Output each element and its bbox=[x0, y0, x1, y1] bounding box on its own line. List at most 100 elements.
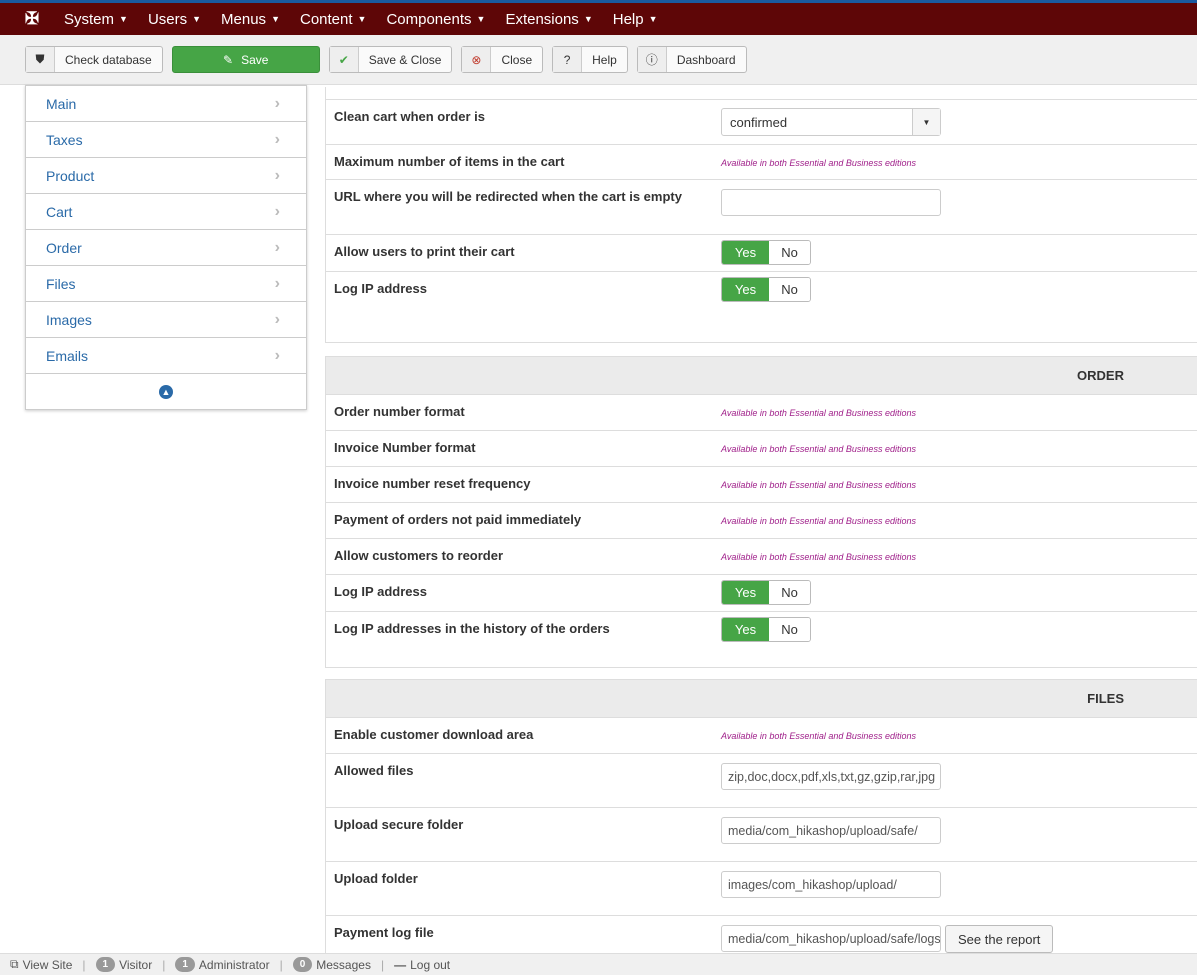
menu-content[interactable]: Content ▼ bbox=[300, 11, 366, 28]
joomla-logo-icon[interactable]: ✠ bbox=[24, 9, 40, 28]
menu-menus[interactable]: Menus ▼ bbox=[221, 11, 280, 28]
caret-down-icon: ▼ bbox=[271, 14, 280, 24]
menu-label: Content bbox=[299, 10, 353, 28]
setting-row: Invoice number reset frequency Available … bbox=[326, 467, 1197, 503]
setting-label: Order number format bbox=[334, 404, 465, 419]
toolbar: ⛊ Check database ✎ Save ✔ Save & Close ⊗ Clo… bbox=[0, 35, 1197, 85]
menu-label: Menus bbox=[221, 10, 267, 28]
dashboard-button[interactable]: ⓘ Dashboard bbox=[636, 46, 747, 73]
menu-extensions[interactable]: Extensions ▼ bbox=[505, 11, 592, 28]
setting-row: Invoice Number format Available in both E… bbox=[326, 431, 1197, 467]
setting-row: Log IP addresses in the history of the o… bbox=[326, 612, 1197, 667]
button-label: Check database bbox=[65, 52, 152, 67]
log-ip-history-toggle[interactable]: Yes No bbox=[721, 617, 811, 642]
caret-down-icon: ▼ bbox=[648, 14, 658, 24]
availability-note: Available in both Essential and Business… bbox=[721, 408, 916, 418]
setting-row: Payment log file media/com_hikashop/uploa… bbox=[326, 916, 1197, 970]
administrator-link[interactable]: Administrator bbox=[198, 957, 270, 972]
setting-label: Clean cart when order is bbox=[334, 109, 485, 124]
payment-log-input[interactable]: media/com_hikashop/upload/safe/logs/ bbox=[721, 925, 941, 952]
sidebar-item-files[interactable]: Files › bbox=[26, 266, 306, 302]
chevron-right-icon: › bbox=[274, 310, 280, 328]
sidebar-item-product[interactable]: Product › bbox=[26, 158, 306, 194]
no-option[interactable]: No bbox=[769, 581, 810, 604]
setting-label: Enable customer download area bbox=[334, 727, 534, 742]
chevron-right-icon: › bbox=[274, 238, 280, 256]
minus-icon: — bbox=[394, 957, 407, 972]
secure-folder-input[interactable]: media/com_hikashop/upload/safe/ bbox=[721, 817, 941, 844]
setting-label: Invoice number reset frequency bbox=[334, 476, 531, 491]
button-label: Save & Close bbox=[368, 52, 442, 67]
menu-label: Help bbox=[612, 10, 644, 28]
setting-row: Log IP address Yes No bbox=[326, 272, 1197, 342]
sidebar-item-main[interactable]: Main › bbox=[26, 86, 306, 122]
menu-system[interactable]: System ▼ bbox=[64, 11, 128, 28]
logout-link[interactable]: Log out bbox=[410, 957, 451, 972]
info-icon: ⓘ bbox=[637, 47, 667, 72]
check-icon: ✔ bbox=[329, 47, 359, 72]
select-value: confirmed bbox=[730, 114, 788, 130]
chevron-right-icon: › bbox=[274, 94, 280, 112]
setting-label: Payment of orders not paid immediately bbox=[334, 512, 582, 527]
menu-components[interactable]: Components ▼ bbox=[386, 11, 485, 28]
save-close-button[interactable]: ✔ Save & Close bbox=[328, 46, 453, 73]
help-button[interactable]: ? Help bbox=[552, 46, 628, 73]
view-site-link[interactable]: View Site bbox=[22, 957, 73, 972]
order-log-ip-toggle[interactable]: Yes No bbox=[721, 580, 811, 605]
sidebar-item-label: Files bbox=[46, 275, 76, 292]
check-database-button[interactable]: ⛊ Check database bbox=[25, 46, 163, 73]
edit-icon: ✎ bbox=[223, 52, 234, 67]
chevron-up-circle-icon[interactable]: ▲ bbox=[159, 384, 173, 399]
see-report-button[interactable]: See the report bbox=[945, 925, 1054, 953]
setting-row: Allowed files zip,doc,docx,pdf,xls,txt,gz… bbox=[326, 754, 1197, 808]
shield-icon: ⛊ bbox=[26, 47, 55, 72]
setting-label: Upload folder bbox=[334, 871, 418, 886]
no-option[interactable]: No bbox=[769, 278, 810, 301]
upload-folder-input[interactable]: images/com_hikashop/upload/ bbox=[721, 871, 941, 898]
sidebar-item-emails[interactable]: Emails › bbox=[26, 338, 306, 374]
settings-sidebar: Main › Taxes › Product › Cart › Order › Files… bbox=[25, 85, 307, 410]
menu-help[interactable]: Help ▼ bbox=[613, 11, 658, 28]
top-accent bbox=[0, 0, 1197, 3]
setting-label: Allowed files bbox=[334, 763, 414, 778]
menu-users[interactable]: Users ▼ bbox=[148, 11, 201, 28]
no-option[interactable]: No bbox=[769, 618, 810, 641]
menu-label: Extensions bbox=[505, 10, 579, 28]
visitor-link[interactable]: Visitor bbox=[119, 957, 153, 972]
setting-label: URL where you will be redirected when th… bbox=[334, 189, 682, 204]
chevron-right-icon: › bbox=[274, 130, 280, 148]
allowed-files-input[interactable]: zip,doc,docx,pdf,xls,txt,gz,gzip,rar,jpg bbox=[721, 763, 941, 790]
cart-log-ip-toggle[interactable]: Yes No bbox=[721, 277, 811, 302]
cart-panel: Clean cart when order is confirmed ▼ Maxim… bbox=[325, 87, 1197, 343]
external-link-icon: ⧉ bbox=[10, 957, 19, 971]
sidebar-item-order[interactable]: Order › bbox=[26, 230, 306, 266]
caret-down-icon: ▼ bbox=[583, 14, 593, 24]
close-button[interactable]: ⊗ Close bbox=[461, 46, 544, 73]
menu-label: Components bbox=[386, 10, 472, 28]
setting-row: Upload folder images/com_hikashop/upload/ bbox=[326, 862, 1197, 916]
no-option[interactable]: No bbox=[769, 241, 810, 264]
setting-row: Log IP address Yes No bbox=[326, 575, 1197, 612]
sidebar-item-label: Images bbox=[46, 311, 92, 328]
empty-cart-url-input[interactable] bbox=[721, 189, 941, 216]
yes-option[interactable]: Yes bbox=[722, 278, 769, 301]
availability-note: Available in both Essential and Business… bbox=[721, 444, 916, 454]
clean-cart-select[interactable]: confirmed ▼ bbox=[721, 108, 941, 136]
setting-row: Payment of orders not paid immediately Av… bbox=[326, 503, 1197, 539]
sidebar-item-images[interactable]: Images › bbox=[26, 302, 306, 338]
yes-option[interactable]: Yes bbox=[722, 618, 769, 641]
setting-label: Invoice Number format bbox=[334, 440, 476, 455]
save-button[interactable]: ✎ Save bbox=[171, 46, 320, 73]
menu-label: Users bbox=[147, 10, 188, 28]
sidebar-item-cart[interactable]: Cart › bbox=[26, 194, 306, 230]
sidebar-item-taxes[interactable]: Taxes › bbox=[26, 122, 306, 158]
yes-option[interactable]: Yes bbox=[722, 241, 769, 264]
setting-label: Allow users to print their cart bbox=[334, 244, 515, 259]
availability-note: Available in both Essential and Business… bbox=[721, 731, 916, 741]
print-cart-toggle[interactable]: Yes No bbox=[721, 240, 811, 265]
yes-option[interactable]: Yes bbox=[722, 581, 769, 604]
setting-label: Allow customers to reorder bbox=[334, 548, 504, 563]
messages-link[interactable]: Messages bbox=[316, 957, 371, 972]
button-label: Close bbox=[501, 52, 533, 67]
sidebar-item-label: Product bbox=[46, 167, 95, 184]
